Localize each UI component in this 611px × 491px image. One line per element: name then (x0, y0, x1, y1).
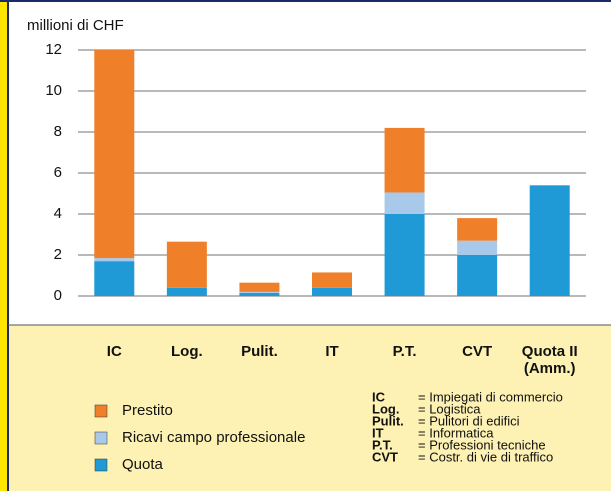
glossary-text: = Logistica (418, 401, 481, 416)
legend-swatch (94, 431, 108, 445)
legend-label: Prestito (122, 402, 173, 419)
x-tick-label: CVT (462, 343, 493, 360)
y-tick-label: 4 (54, 205, 62, 222)
y-tick-label: 12 (45, 41, 62, 58)
side-strip (0, 0, 8, 491)
legend-swatch (94, 404, 108, 418)
bar-segment (312, 287, 352, 296)
x-tick-label: Quota II (Amm.) (521, 343, 578, 377)
bar-segment (94, 258, 135, 262)
legend-swatch (94, 458, 108, 472)
bar-segment (384, 192, 425, 214)
legend-label: Quota (122, 456, 164, 473)
bar-segment (94, 50, 135, 259)
glossary-abbr: P.T. (372, 437, 393, 452)
glossary-text: = Pulitori di edifici (418, 413, 520, 428)
bar-segment (457, 255, 498, 296)
legend-panel (8, 325, 611, 491)
y-tick-label: 10 (45, 82, 62, 99)
bar-segment (312, 272, 352, 288)
x-tick-label: IC (106, 343, 122, 360)
legend-label: Ricavi campo professionale (122, 429, 305, 446)
glossary-abbr: IC (372, 389, 386, 404)
bar-segment (94, 261, 135, 296)
y-tick-label: 0 (54, 287, 62, 304)
glossary-text: = Professioni tecniche (418, 437, 546, 452)
y-tick-label: 8 (54, 123, 62, 140)
glossary-text: = Impiegati di commercio (418, 389, 563, 404)
bar-segment (384, 214, 425, 296)
bar-segment (239, 291, 280, 293)
bar-segment (457, 240, 498, 255)
bar-segment (457, 218, 498, 241)
glossary-abbr: Log. (372, 401, 399, 416)
glossary-abbr: Pulit. (372, 413, 404, 428)
glossary-text: = Informatica (418, 425, 494, 440)
x-tick-label: P.T. (392, 343, 417, 360)
glossary-abbr: IT (372, 425, 384, 440)
x-tick-label: Pulit. (241, 343, 278, 360)
bar-segment (384, 127, 425, 193)
x-tick-label: Log. (171, 343, 203, 360)
x-tick-label: IT (325, 343, 339, 360)
y-tick-label: 2 (54, 246, 62, 263)
glossary-abbr: CVT (372, 449, 398, 464)
glossary-text: = Costr. di vie di traffico (418, 449, 553, 464)
bar-segment (529, 185, 570, 296)
y-tick-label: 6 (54, 164, 62, 181)
y-axis-label: millioni di CHF (27, 17, 124, 34)
bar-segment (239, 292, 280, 296)
bar-segment (166, 241, 207, 288)
bar-segment (239, 282, 280, 292)
bar-segment (166, 287, 207, 296)
